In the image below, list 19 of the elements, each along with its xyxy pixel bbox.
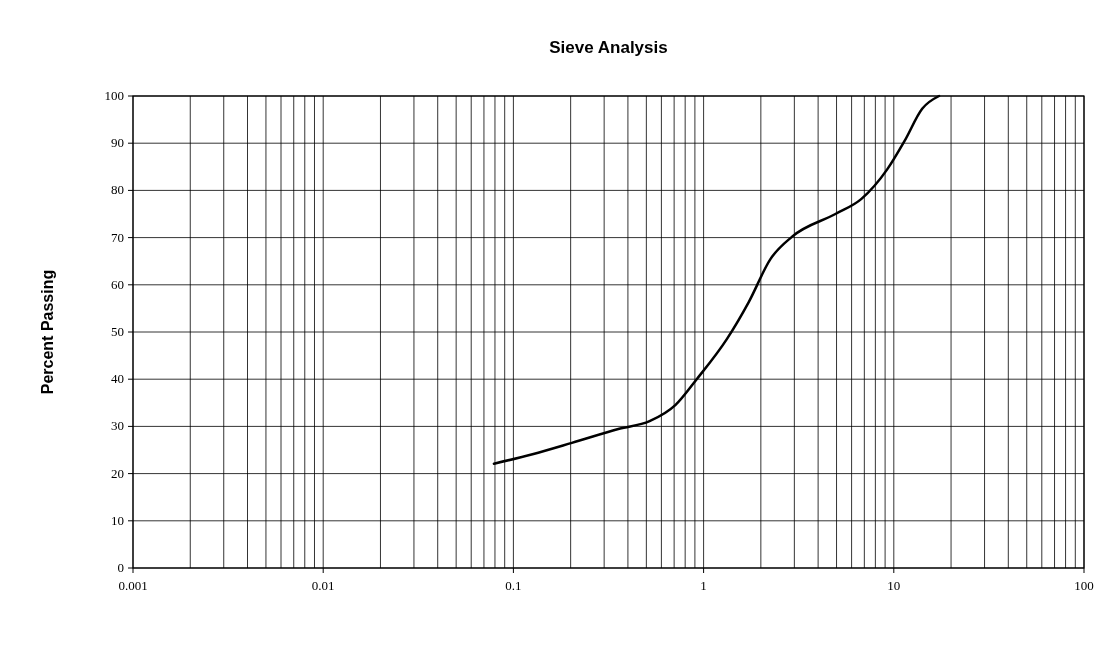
x-tick-label: 1 [700,578,707,593]
y-tick-label: 100 [104,88,124,103]
y-tick-label: 40 [111,371,124,387]
y-tick-label: 60 [111,276,124,292]
y-tick-label: 80 [111,182,124,198]
chart-title: Sieve Analysis [549,38,668,57]
x-tick-label: 0.001 [118,578,148,593]
y-tick-label: 70 [111,229,124,245]
y-tick-label: 90 [111,135,124,151]
x-tick-label: 100 [1074,578,1094,593]
x-tick-label: 0.01 [311,578,335,593]
y-tick-label: 10 [111,512,124,528]
y-axis-title: Percent Passing [39,269,56,395]
x-tick-label: 10 [887,578,901,593]
y-tick-label: 20 [111,465,124,481]
x-tick-label: 0.1 [505,578,522,593]
y-tick-label: 30 [111,418,124,434]
y-tick-label: 50 [111,324,124,339]
y-tick-label: 0 [117,560,124,575]
